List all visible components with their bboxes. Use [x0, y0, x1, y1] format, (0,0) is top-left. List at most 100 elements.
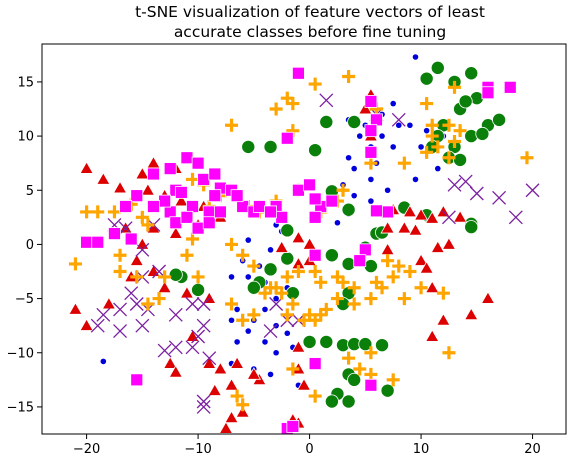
- point-plus-86: [308, 389, 322, 403]
- point-plus-80: [397, 292, 411, 306]
- point-dot-21: [351, 192, 357, 199]
- point-circle-21: [241, 139, 256, 154]
- point-square-30: [119, 200, 133, 213]
- point-triangle-58: [430, 240, 445, 253]
- point-plus-59: [386, 270, 400, 284]
- point-dot-44: [284, 330, 291, 337]
- point-cross-8: [525, 183, 540, 198]
- point-cross-12: [135, 242, 150, 257]
- point-square-14: [197, 173, 211, 186]
- point-square-6: [370, 113, 383, 127]
- point-square-15: [208, 167, 222, 181]
- point-dot-45: [234, 339, 240, 345]
- point-triangle-48: [402, 204, 418, 218]
- point-cross-33: [196, 394, 211, 409]
- point-circle-17: [319, 115, 334, 130]
- point-square-24: [230, 189, 244, 203]
- point-plus-10: [442, 118, 456, 132]
- point-circle-46: [302, 334, 317, 349]
- y-tick-label-2: 5: [26, 184, 34, 199]
- point-triangle-6: [96, 172, 111, 185]
- point-triangle-9: [174, 193, 189, 207]
- x-tick-label-0: −20: [73, 442, 100, 457]
- point-circle-40: [324, 248, 339, 263]
- point-square-33: [169, 216, 183, 230]
- point-plus-88: [141, 297, 155, 311]
- point-circle-16: [453, 152, 468, 167]
- point-cross-20: [129, 297, 144, 311]
- point-dot-11: [345, 154, 352, 161]
- point-cross-27: [185, 340, 200, 355]
- point-triangle-52: [452, 210, 468, 223]
- point-plus-62: [347, 297, 361, 311]
- point-triangle-55: [408, 223, 423, 236]
- point-plus-44: [191, 270, 205, 284]
- point-triangle-33: [224, 377, 239, 391]
- point-plus-8: [420, 97, 434, 111]
- point-plus-14: [442, 151, 456, 165]
- point-triangle-20: [157, 280, 172, 294]
- point-circle-50: [375, 338, 390, 353]
- point-circle-38: [168, 267, 183, 282]
- point-dot-47: [273, 349, 279, 356]
- point-dot-32: [245, 274, 252, 280]
- point-square-57: [286, 420, 300, 433]
- point-triangle-17: [129, 253, 144, 266]
- point-square-35: [191, 221, 205, 235]
- point-cross-31: [113, 324, 128, 339]
- point-cross-9: [441, 210, 456, 225]
- point-circle-41: [341, 256, 356, 271]
- point-square-29: [130, 189, 144, 203]
- point-circle-28: [280, 223, 295, 238]
- point-dot-28: [245, 237, 252, 243]
- point-cross-30: [135, 318, 150, 333]
- point-triangle-39: [291, 230, 306, 244]
- point-plus-69: [286, 297, 300, 311]
- point-triangle-28: [213, 361, 228, 375]
- point-triangle-7: [140, 182, 156, 196]
- point-dot-23: [434, 165, 441, 172]
- point-circle-52: [347, 372, 362, 387]
- x-tick-label-2: 0: [305, 442, 313, 457]
- point-plus-83: [364, 346, 378, 360]
- point-plus-19: [397, 156, 411, 170]
- x-tick-label-3: 10: [413, 442, 430, 457]
- point-plus-60: [375, 281, 389, 295]
- point-square-32: [124, 232, 138, 246]
- point-square-23: [253, 200, 266, 213]
- point-dot-13: [418, 144, 424, 150]
- point-dot-15: [351, 165, 357, 172]
- point-plus-68: [303, 308, 317, 322]
- point-dot-29: [267, 247, 274, 253]
- point-circle-42: [363, 259, 378, 274]
- point-plus-33: [91, 205, 105, 219]
- point-plus-52: [291, 265, 305, 278]
- point-plus-12: [453, 124, 467, 138]
- point-circle-35: [246, 280, 261, 295]
- y-tick-label-4: −5: [15, 292, 34, 307]
- point-plus-76: [392, 259, 406, 273]
- point-plus-42: [130, 270, 144, 284]
- point-plus-63: [330, 292, 344, 306]
- point-cross-4: [458, 174, 473, 189]
- point-triangle-64: [480, 291, 496, 304]
- point-plus-93: [442, 346, 456, 360]
- point-square-18: [202, 205, 216, 219]
- point-plus-74: [236, 313, 250, 327]
- point-plus-72: [280, 308, 294, 322]
- point-triangle-31: [168, 364, 183, 378]
- point-square-46: [381, 205, 395, 219]
- point-plus-48: [247, 259, 261, 273]
- x-tick-label-4: 20: [524, 442, 541, 457]
- point-square-16: [174, 186, 188, 199]
- point-circle-20: [263, 139, 278, 154]
- point-triangle-44: [296, 377, 312, 391]
- point-dot-24: [334, 219, 341, 226]
- point-square-9: [147, 167, 160, 181]
- point-plus-16: [425, 129, 439, 143]
- point-cross-17: [113, 302, 128, 317]
- point-plus-39: [113, 248, 127, 262]
- point-dot-17: [368, 176, 374, 183]
- point-circle-18: [347, 115, 362, 130]
- point-circle-8: [492, 112, 507, 127]
